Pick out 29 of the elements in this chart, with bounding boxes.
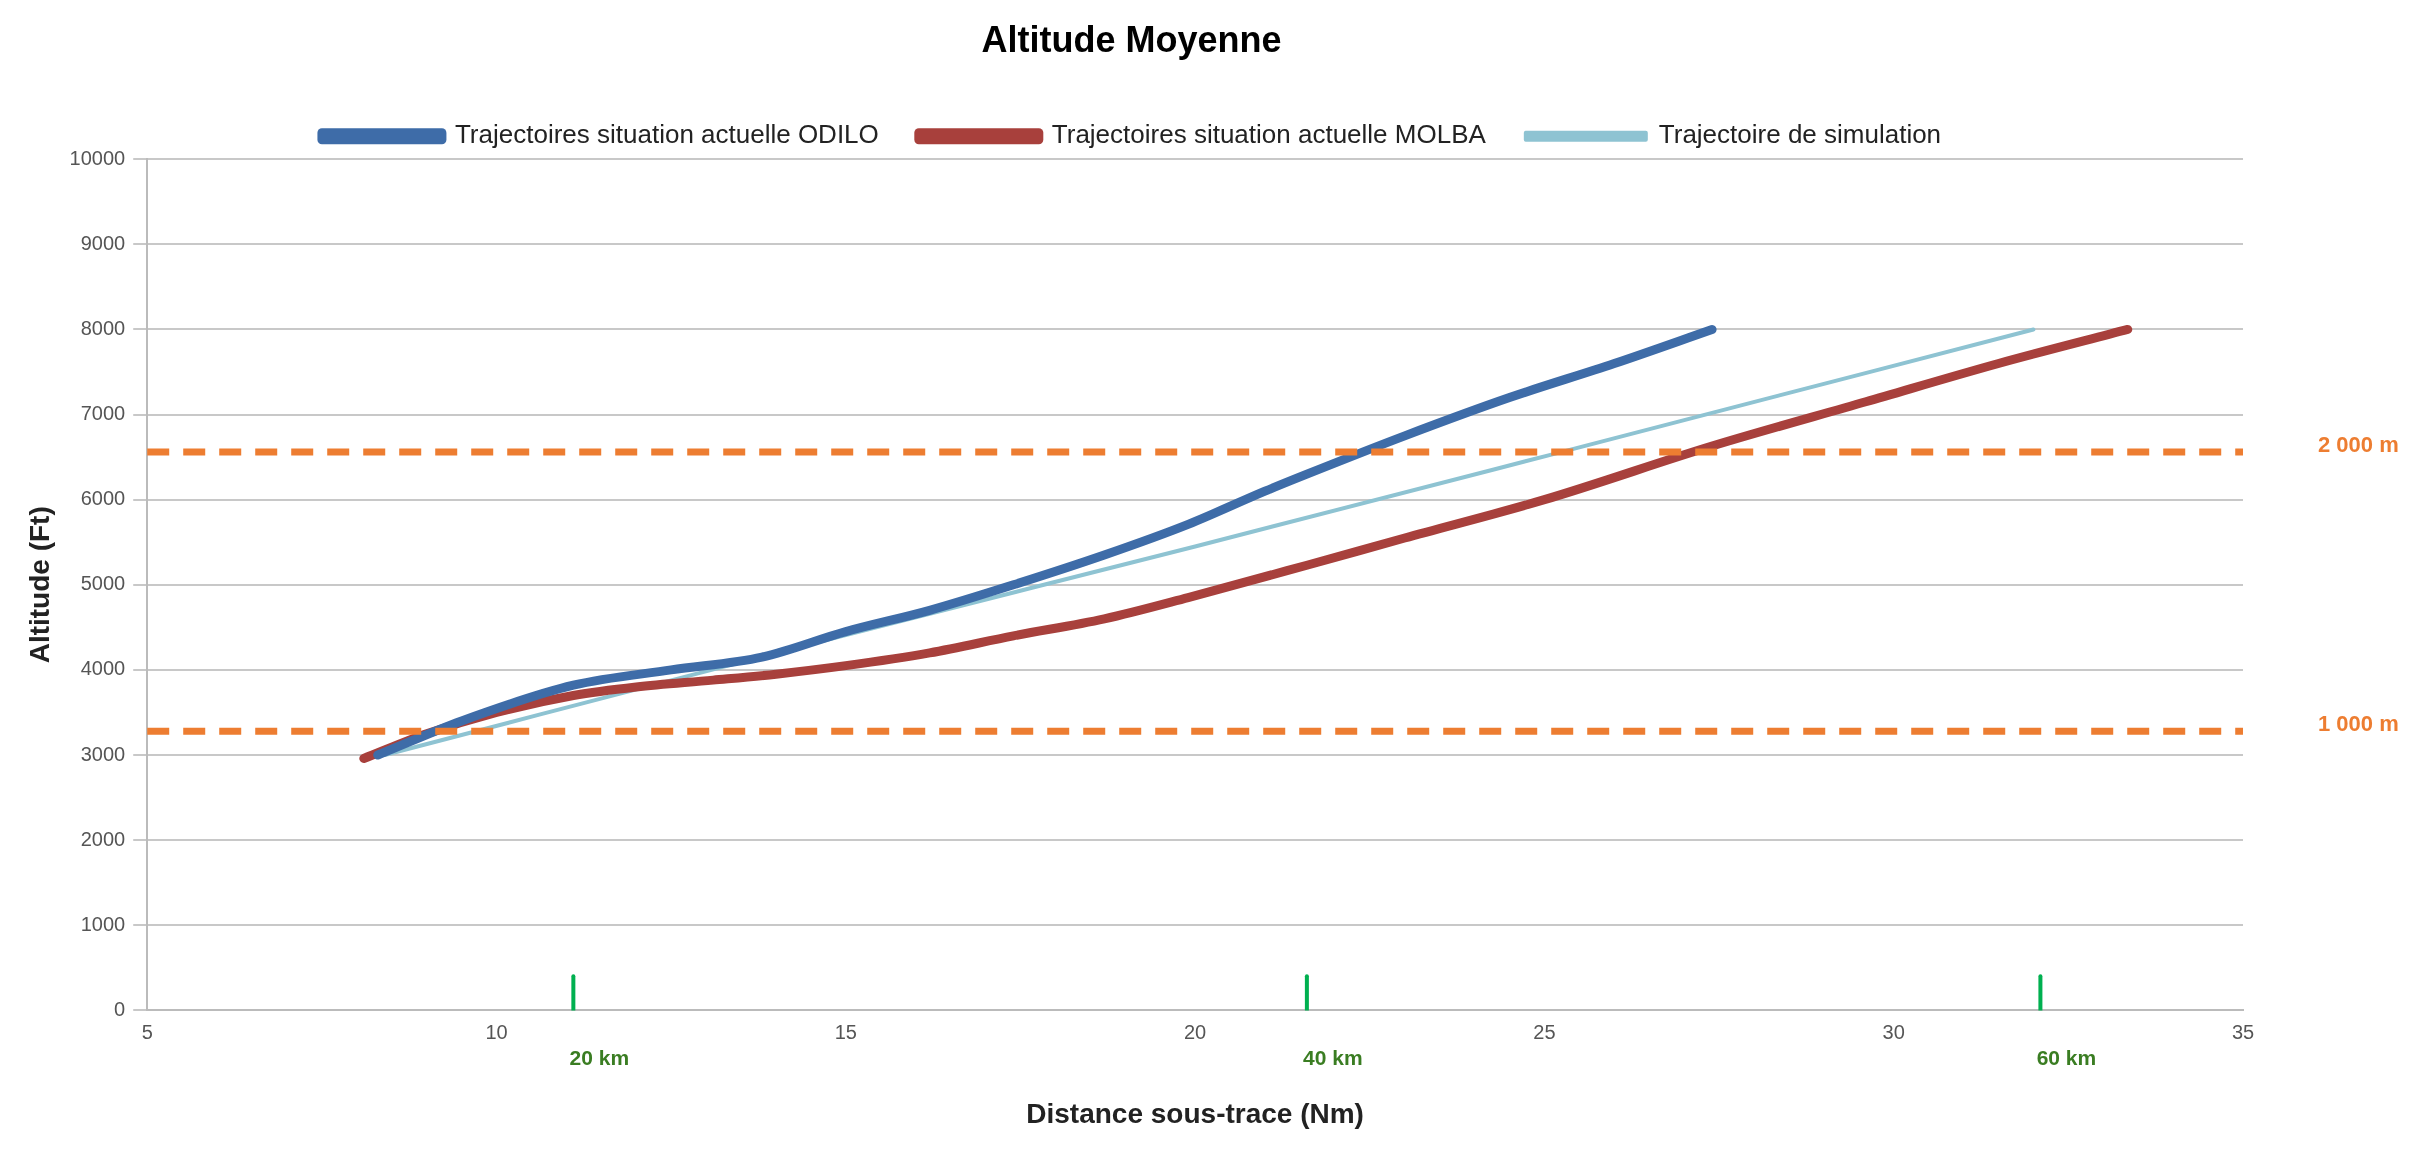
x-tick-label: 15 bbox=[834, 1020, 857, 1043]
y-tick-label: 10000 bbox=[69, 146, 126, 169]
legend-label: Trajectoires situation actuelle ODILO bbox=[454, 119, 879, 150]
chart-title: Altitude Moyenne bbox=[981, 18, 1282, 60]
y-tick-label: 0 bbox=[114, 997, 126, 1020]
ref-line-label: 1 000 m bbox=[2318, 711, 2399, 737]
x-tick-label: 5 bbox=[141, 1020, 153, 1043]
y-tick-label: 2000 bbox=[80, 827, 126, 850]
y-tick-label: 1000 bbox=[80, 912, 126, 935]
legend-label: Trajectoires situation actuelle MOLBA bbox=[1051, 119, 1487, 150]
x-tick-label: 30 bbox=[1882, 1020, 1905, 1043]
series-label: 20 km bbox=[569, 1045, 630, 1069]
series-label: 60 km bbox=[2036, 1045, 2097, 1069]
legend-label: Trajectoire de simulation bbox=[1658, 119, 1942, 150]
y-tick-label: 7000 bbox=[80, 402, 126, 425]
x-tick-label: 10 bbox=[485, 1020, 508, 1043]
y-tick-label: 5000 bbox=[80, 572, 126, 595]
y-tick-label: 4000 bbox=[80, 657, 126, 680]
y-tick-label: 9000 bbox=[80, 231, 126, 254]
y-tick-label: 3000 bbox=[80, 742, 126, 765]
ref-line-label: 2 000 m bbox=[2318, 432, 2399, 458]
x-tick-label: 35 bbox=[2231, 1020, 2255, 1043]
x-tick-label: 25 bbox=[1533, 1020, 1556, 1043]
x-axis-title: Distance sous-trace (Nm) bbox=[1026, 1097, 1364, 1129]
y-axis-title: Altitude (Ft) bbox=[23, 506, 55, 664]
series-label: 40 km bbox=[1303, 1045, 1363, 1069]
x-tick-label: 20 bbox=[1183, 1020, 1207, 1043]
y-tick-label: 8000 bbox=[80, 316, 126, 339]
y-tick-label: 6000 bbox=[80, 487, 126, 510]
